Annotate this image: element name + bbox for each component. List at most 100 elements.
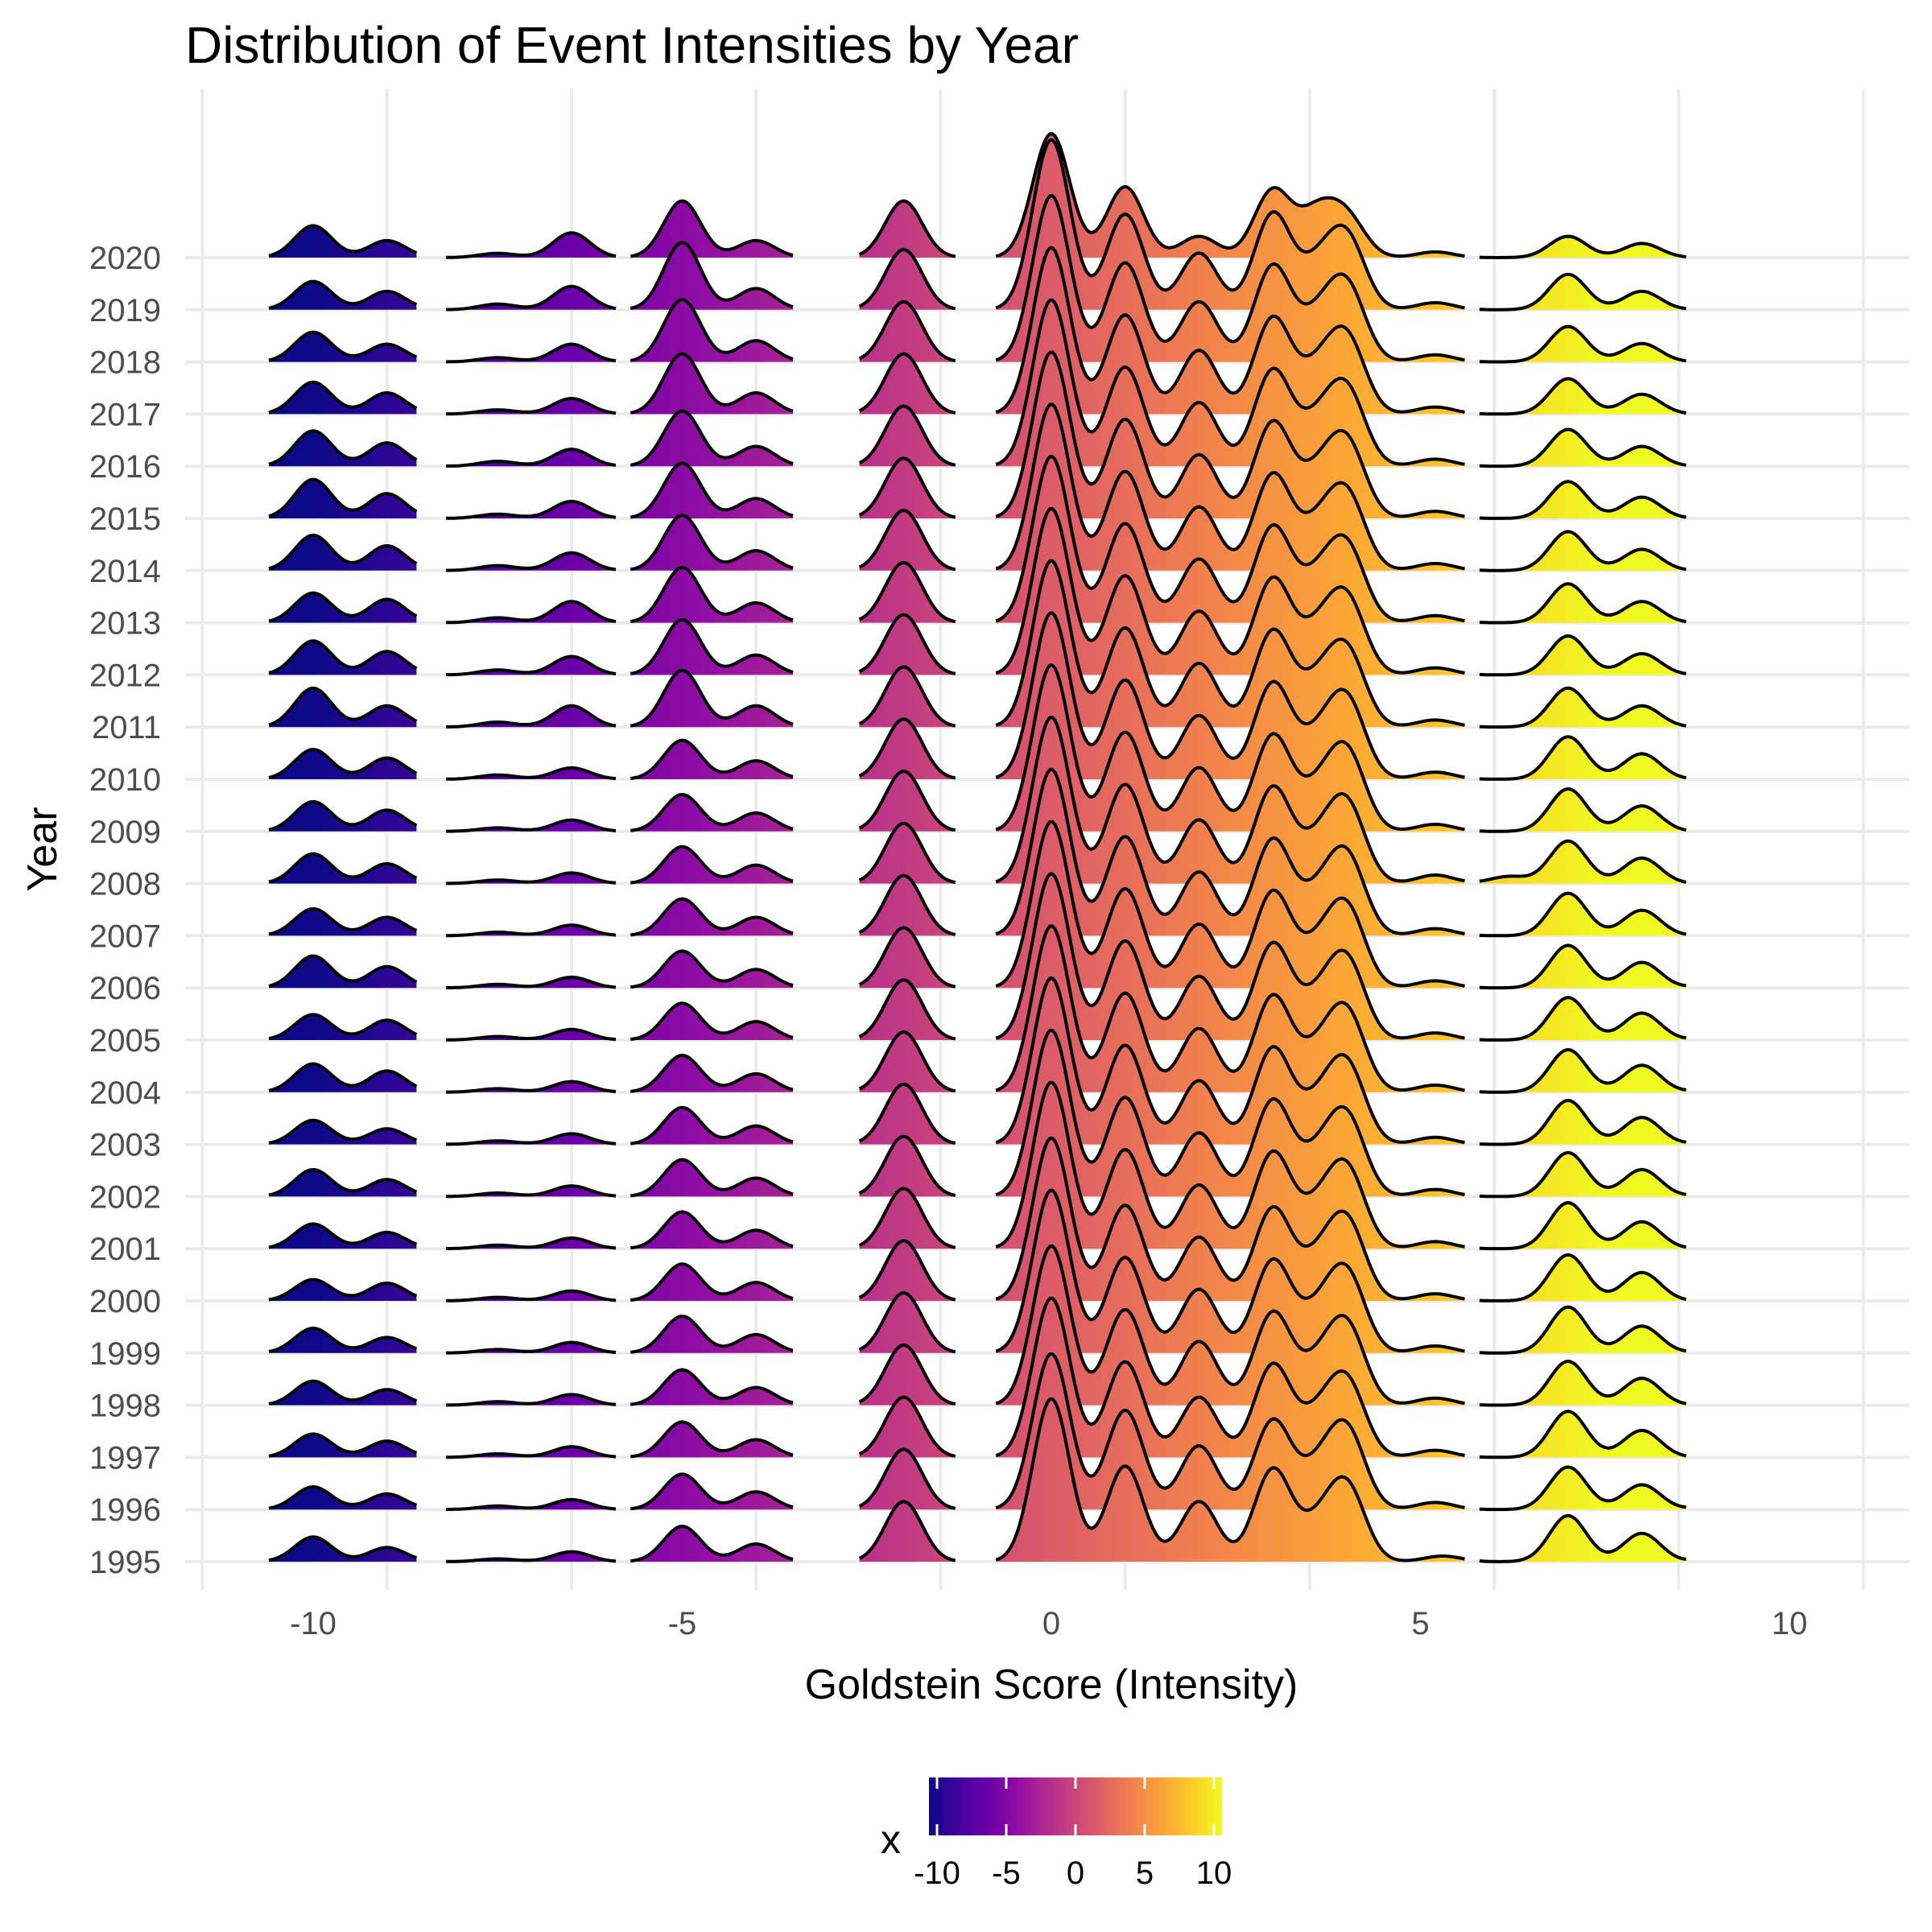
ridge-line-2012 bbox=[630, 617, 794, 675]
x-tick-label: 5 bbox=[1411, 1606, 1429, 1641]
ridge-fill-2012 bbox=[859, 614, 956, 675]
ridge-line-2010 bbox=[858, 717, 956, 780]
ridge-fill-2013 bbox=[630, 568, 793, 623]
y-tick-label: 2007 bbox=[89, 919, 161, 954]
ridge-line-2020 bbox=[630, 199, 794, 258]
ridge-line-2017 bbox=[630, 352, 794, 415]
ridge-fill-2019 bbox=[446, 286, 616, 310]
ridge-line-1998 bbox=[268, 1379, 418, 1406]
ridge-fill-2014 bbox=[859, 510, 956, 571]
ridge-line-2007 bbox=[268, 907, 418, 936]
ridge-fill-2019 bbox=[1479, 274, 1686, 310]
ridge-fill-2007 bbox=[1479, 893, 1686, 936]
ridge-fill-2008 bbox=[269, 853, 417, 884]
ridge-fill-2011 bbox=[859, 667, 956, 728]
ridge-line-2001 bbox=[995, 1080, 1465, 1249]
ridge-line-2003 bbox=[1479, 1099, 1686, 1146]
ridge-fill-2018 bbox=[630, 299, 793, 362]
ridge-fill-2002 bbox=[996, 1030, 1465, 1197]
x-tick-label: 10 bbox=[1772, 1606, 1808, 1641]
ridge-line-2011 bbox=[858, 665, 956, 728]
y-tick-label: 2005 bbox=[89, 1023, 161, 1059]
ridge-line-2011 bbox=[1479, 686, 1686, 729]
ridge-fill-2009 bbox=[630, 795, 793, 832]
ridge-line-2006 bbox=[858, 926, 956, 989]
ridge-fill-1999 bbox=[269, 1328, 417, 1353]
ridge-line-2012 bbox=[1479, 634, 1686, 677]
ridge-fill-1995 bbox=[630, 1526, 793, 1562]
ridge-fill-1996 bbox=[269, 1487, 417, 1510]
ridge-line-1999 bbox=[630, 1315, 794, 1354]
ridge-fill-2004 bbox=[269, 1063, 417, 1092]
ridge-fill-2010 bbox=[859, 719, 956, 779]
ridge-fill-2007 bbox=[859, 875, 956, 936]
ridge-fill-1997 bbox=[996, 1298, 1465, 1458]
ridge-line-2017 bbox=[268, 380, 418, 415]
y-axis-title: Year bbox=[19, 807, 66, 891]
ridge-fill-2008 bbox=[859, 823, 956, 884]
ridge-fill-2013 bbox=[996, 456, 1465, 623]
ridge-line-2015 bbox=[995, 350, 1465, 518]
ridge-fill-1997 bbox=[1479, 1411, 1686, 1458]
ridge-fill-2018 bbox=[269, 332, 417, 362]
y-tick-label: 2004 bbox=[89, 1075, 161, 1111]
ridge-fill-2004 bbox=[630, 1055, 793, 1092]
y-tick-label: 2012 bbox=[89, 658, 161, 693]
ridge-line-2018 bbox=[858, 299, 956, 363]
ridge-fill-1995 bbox=[1479, 1515, 1686, 1562]
ridge-fill-2003 bbox=[269, 1120, 417, 1145]
ridge-line-1996 bbox=[268, 1485, 418, 1510]
ridge-fill-2009 bbox=[269, 801, 417, 832]
y-tick-label: 2020 bbox=[89, 241, 161, 276]
ridge-line-2013 bbox=[630, 566, 794, 624]
ridge-line-2010 bbox=[268, 748, 418, 779]
ridge-line-2006 bbox=[995, 819, 1465, 988]
ridge-fill-2014 bbox=[1479, 531, 1686, 571]
ridge-line-1997 bbox=[1479, 1410, 1687, 1459]
ridge-line-2009 bbox=[1479, 787, 1686, 833]
ridge-fill-2017 bbox=[996, 247, 1465, 415]
ridge-fill-2008 bbox=[1479, 840, 1686, 884]
ridge-line-2010 bbox=[446, 766, 617, 781]
ridge-line-2014 bbox=[268, 533, 418, 571]
ridge-fill-2012 bbox=[446, 656, 616, 675]
ridge-fill-2016 bbox=[859, 406, 956, 467]
ridge-fill-2014 bbox=[996, 404, 1465, 571]
ridge-line-2003 bbox=[995, 976, 1465, 1145]
ridge-line-2008 bbox=[446, 871, 617, 886]
color-legend: x -10 -5 0 5 10 bbox=[881, 1777, 1232, 1891]
ridge-fill-2020 bbox=[859, 200, 956, 258]
y-tick-label: 2014 bbox=[89, 554, 161, 589]
ridge-line-2017 bbox=[1479, 377, 1686, 416]
ridge-fill-2011 bbox=[630, 670, 793, 728]
ridge-fill-2010 bbox=[630, 740, 793, 779]
ridge-line-1999 bbox=[1479, 1305, 1686, 1355]
ridge-fill-2009 bbox=[996, 665, 1465, 832]
ridge-fill-2020 bbox=[446, 233, 616, 258]
ridge-line-2010 bbox=[630, 738, 794, 780]
ridge-line-2018 bbox=[1479, 324, 1686, 364]
ridge-line-2009 bbox=[268, 799, 418, 832]
ridge-line-2009 bbox=[446, 818, 617, 833]
ridge-line-2004 bbox=[630, 1054, 794, 1093]
ridge-fill-2003 bbox=[1479, 1100, 1686, 1145]
ridge-line-2019 bbox=[995, 138, 1465, 310]
ridge-line-2003 bbox=[446, 1132, 617, 1146]
ridge-fill-2007 bbox=[630, 898, 793, 936]
ridge-line-2015 bbox=[268, 477, 418, 518]
ridge-line-2012 bbox=[995, 506, 1465, 675]
ridge-line-2001 bbox=[630, 1210, 794, 1250]
legend-tick-label: 0 bbox=[1067, 1856, 1084, 1891]
ridge-fill-2015 bbox=[269, 479, 417, 518]
ridge-line-2005 bbox=[1479, 996, 1686, 1042]
ridge-line-2007 bbox=[995, 767, 1465, 935]
ridge-line-2016 bbox=[1479, 427, 1686, 469]
ridge-fill-2015 bbox=[630, 463, 793, 518]
ridge-line-2015 bbox=[858, 456, 956, 519]
ridge-line-2000 bbox=[858, 1239, 956, 1302]
ridge-line-2002 bbox=[630, 1158, 794, 1198]
ridge-fill-2006 bbox=[859, 927, 956, 989]
ridge-fill-1995 bbox=[859, 1501, 956, 1562]
ridge-fill-2020 bbox=[996, 134, 1465, 258]
ridge-fill-2003 bbox=[630, 1107, 793, 1145]
